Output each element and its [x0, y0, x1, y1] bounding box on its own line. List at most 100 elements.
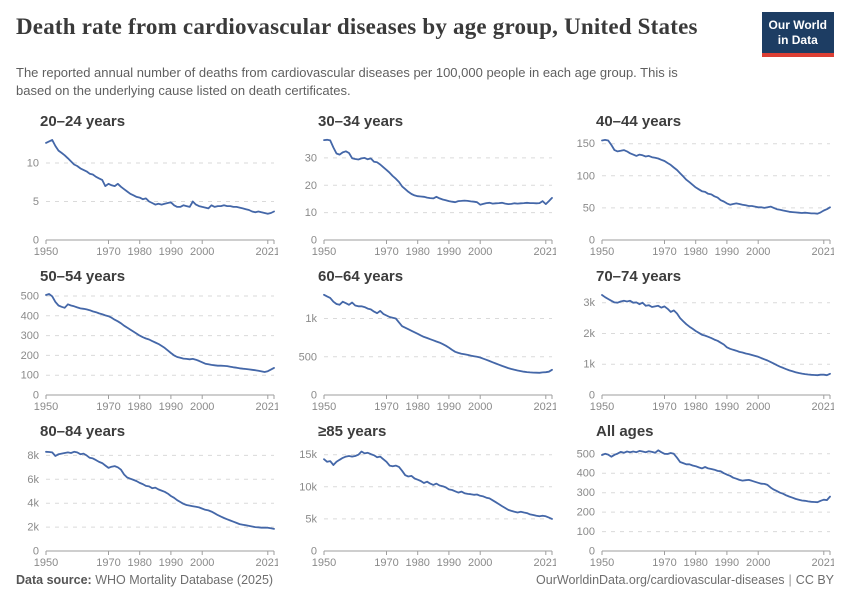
svg-text:1990: 1990 [159, 401, 183, 413]
line-chart-40-44: 0 50 100 150 1950 1970 1980 1990 2000 2021 [577, 138, 834, 258]
svg-text:150: 150 [577, 138, 595, 150]
svg-text:2000: 2000 [190, 557, 214, 569]
facet-60-64: 60–64 years 0 500 1k 1950 1970 1980 1990 2000 20… [294, 264, 556, 416]
svg-text:2021: 2021 [534, 557, 556, 569]
svg-text:2021: 2021 [812, 557, 834, 569]
svg-text:3k: 3k [583, 298, 595, 310]
facet-title: All ages [596, 423, 654, 441]
svg-text:1970: 1970 [96, 246, 120, 258]
line-chart-20-24: 0 5 10 1950 1970 1980 1990 2000 2021 [27, 139, 278, 258]
footer-separator: | [788, 573, 792, 587]
svg-text:2021: 2021 [812, 401, 834, 413]
svg-text:1950: 1950 [312, 557, 336, 569]
chart-subtitle: The reported annual number of deaths fro… [16, 65, 678, 99]
svg-text:1950: 1950 [34, 557, 58, 569]
svg-text:1950: 1950 [590, 401, 614, 413]
svg-text:5k: 5k [305, 513, 317, 525]
svg-text:1970: 1970 [652, 246, 676, 258]
svg-text:1970: 1970 [96, 401, 120, 413]
line-chart-ge85: 0 5k 10k 15k 1950 1970 1980 1990 2000 2021 [299, 449, 556, 569]
svg-text:1990: 1990 [437, 246, 461, 258]
svg-text:2000: 2000 [746, 401, 770, 413]
svg-text:1950: 1950 [590, 557, 614, 569]
svg-text:8k: 8k [27, 450, 39, 462]
svg-text:1990: 1990 [159, 557, 183, 569]
header: Death rate from cardiovascular diseases … [0, 0, 850, 57]
facet-title: 50–54 years [40, 268, 126, 286]
svg-text:2021: 2021 [256, 401, 278, 413]
line-chart-60-64: 0 500 1k 1950 1970 1980 1990 2000 2021 [299, 294, 556, 413]
svg-text:6k: 6k [27, 473, 39, 485]
facet-title: 60–64 years [318, 268, 404, 286]
svg-text:200: 200 [577, 506, 595, 518]
svg-text:1980: 1980 [683, 401, 707, 413]
data-source: Data source: WHO Mortality Database (202… [16, 573, 273, 587]
svg-text:1k: 1k [583, 359, 595, 371]
facet-85-plus: ≥85 years 0 5k 10k 15k 1950 1970 1980 1990 2000 2… [294, 419, 556, 571]
owid-url-link[interactable]: OurWorldinData.org/cardiovascular-diseas… [536, 573, 785, 587]
facet-title: 20–24 years [40, 112, 126, 130]
footer: Data source: WHO Mortality Database (202… [0, 573, 850, 600]
svg-text:2021: 2021 [534, 246, 556, 258]
svg-text:1980: 1980 [683, 557, 707, 569]
svg-text:0: 0 [589, 545, 595, 557]
svg-text:1980: 1980 [127, 246, 151, 258]
svg-text:1990: 1990 [715, 401, 739, 413]
svg-text:2000: 2000 [468, 246, 492, 258]
svg-text:0: 0 [311, 235, 317, 247]
facet-title: 70–74 years [596, 268, 682, 286]
page-title: Death rate from cardiovascular diseases … [16, 14, 698, 39]
svg-text:100: 100 [577, 170, 595, 182]
svg-text:100: 100 [21, 370, 39, 382]
svg-text:1970: 1970 [652, 401, 676, 413]
svg-text:1950: 1950 [34, 401, 58, 413]
svg-text:0: 0 [33, 545, 39, 557]
svg-text:0: 0 [33, 390, 39, 402]
facet-30-34: 30–34 years 0 10 20 30 1950 1970 1980 1990 2000 2… [294, 109, 556, 261]
svg-text:0: 0 [33, 235, 39, 247]
svg-text:500: 500 [21, 291, 39, 303]
data-source-label: Data source: [16, 573, 92, 587]
line-chart-85plus: 0 2k 4k 6k 8k 1950 1970 1980 1990 2000 2021 [27, 450, 278, 569]
facet-20-24: 20–24 years 0 5 10 1950 1970 1980 1990 2000 2021 [16, 109, 278, 261]
facet-50-54: 50–54 years 0 100 200 300 400 500 1950 1970 1980… [16, 264, 278, 416]
line-chart-all-ages: 0 100 200 300 400 500 1950 1970 1980 1990 2000 2021 [577, 448, 834, 569]
svg-text:1k: 1k [305, 313, 317, 325]
line-chart-70-74: 0 1k 2k 3k 1950 1970 1980 1990 2000 2021 [583, 294, 834, 413]
svg-text:400: 400 [577, 467, 595, 479]
svg-text:1990: 1990 [159, 246, 183, 258]
svg-text:0: 0 [311, 545, 317, 557]
svg-text:30: 30 [305, 153, 317, 165]
svg-text:1980: 1980 [405, 401, 429, 413]
svg-text:10: 10 [27, 158, 39, 170]
owid-logo-line2: in Data [777, 33, 818, 47]
license-badge: CC BY [795, 573, 834, 587]
facet-title: ≥85 years [318, 423, 387, 441]
svg-text:1990: 1990 [437, 557, 461, 569]
svg-text:1970: 1970 [374, 401, 398, 413]
svg-text:2021: 2021 [256, 557, 278, 569]
svg-text:300: 300 [577, 487, 595, 499]
facet-70-74: 70–74 years 0 1k 2k 3k 1950 1970 1980 1990 2000 2… [572, 264, 834, 416]
svg-text:4k: 4k [27, 497, 39, 509]
svg-text:1950: 1950 [312, 401, 336, 413]
charts-grid: 20–24 years 0 5 10 1950 1970 1980 1990 2000 2021… [0, 101, 850, 572]
svg-text:10k: 10k [299, 481, 317, 493]
svg-text:1970: 1970 [374, 557, 398, 569]
svg-text:1950: 1950 [34, 246, 58, 258]
svg-text:2021: 2021 [812, 246, 834, 258]
svg-text:0: 0 [311, 390, 317, 402]
svg-text:1980: 1980 [405, 557, 429, 569]
svg-text:2021: 2021 [534, 401, 556, 413]
svg-text:2021: 2021 [256, 246, 278, 258]
svg-text:1970: 1970 [652, 557, 676, 569]
svg-text:1970: 1970 [374, 246, 398, 258]
svg-text:2000: 2000 [468, 557, 492, 569]
svg-text:2k: 2k [583, 328, 595, 340]
svg-text:0: 0 [589, 235, 595, 247]
svg-text:2000: 2000 [746, 246, 770, 258]
svg-text:1980: 1980 [405, 246, 429, 258]
facet-all-ages: All ages 0 100 200 300 400 500 1950 1970 1980 199… [572, 419, 834, 571]
svg-text:2000: 2000 [190, 246, 214, 258]
line-chart-50-54: 0 100 200 300 400 500 1950 1970 1980 1990 2000 2021 [21, 291, 278, 414]
